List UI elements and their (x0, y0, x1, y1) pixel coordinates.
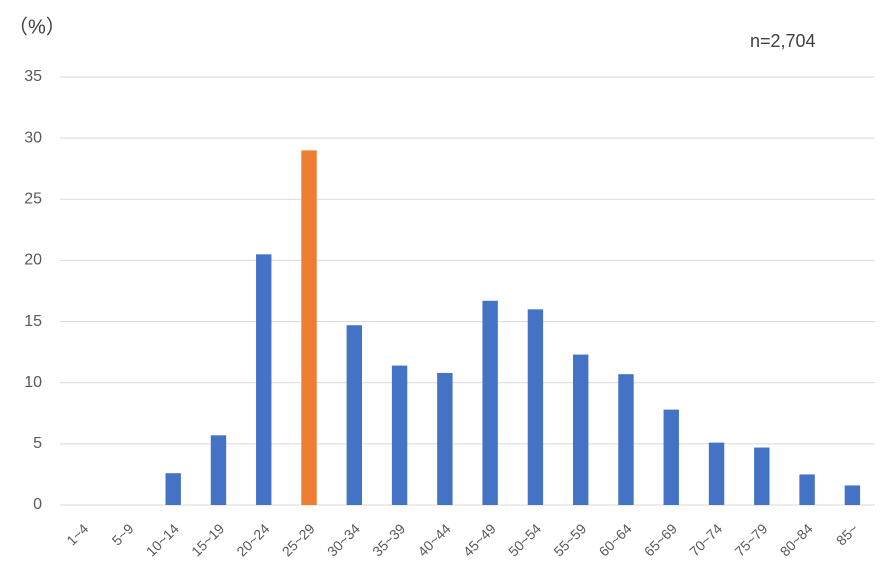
y-tick-label: 30 (24, 129, 42, 146)
x-tick-label: 55~59 (550, 520, 589, 559)
y-tick-label: 5 (33, 435, 42, 452)
y-tick-label: 35 (24, 68, 42, 85)
x-tick-label: 10~14 (143, 520, 182, 559)
x-tick-label: 30~34 (324, 520, 363, 559)
bar (391, 365, 408, 505)
x-tick-label: 70~74 (686, 520, 725, 559)
x-tick-label: 45~49 (460, 520, 499, 559)
x-tick-label: 25~29 (279, 520, 318, 559)
bar (437, 372, 453, 505)
x-tick-label: 60~64 (596, 520, 635, 559)
bar (301, 150, 317, 505)
x-tick-label: 50~54 (505, 520, 544, 559)
bar (346, 325, 363, 505)
x-tick-label: 65~69 (641, 520, 680, 559)
y-tick-label: 10 (24, 374, 42, 391)
x-tick-label: 75~79 (731, 520, 770, 559)
bar (663, 409, 679, 505)
x-tick-label: 15~19 (188, 520, 227, 559)
bar (165, 473, 181, 505)
x-tick-label: 1~4 (63, 520, 91, 548)
x-tick-label: 85~ (833, 520, 861, 548)
bar (754, 447, 770, 505)
y-tick-label: 20 (24, 252, 42, 269)
bar (844, 485, 861, 505)
y-tick-label: 15 (24, 313, 42, 330)
y-axis-label: （%） (8, 15, 66, 38)
bar (618, 374, 634, 505)
x-tick-label: 20~24 (233, 520, 272, 559)
bar (708, 442, 725, 505)
x-tick-label: 80~84 (777, 520, 816, 559)
x-tick-label: 40~44 (414, 520, 453, 559)
y-tick-label: 0 (33, 496, 42, 513)
annotation: n=2,704 (750, 31, 816, 51)
bar (482, 300, 498, 505)
y-tick-label: 25 (24, 191, 42, 208)
bar (572, 354, 589, 505)
x-tick-label: 5~9 (109, 520, 137, 548)
bar (799, 474, 815, 505)
x-tick-label: 35~39 (369, 520, 408, 559)
bar (527, 309, 544, 505)
bar (256, 254, 272, 505)
bar (210, 435, 227, 505)
